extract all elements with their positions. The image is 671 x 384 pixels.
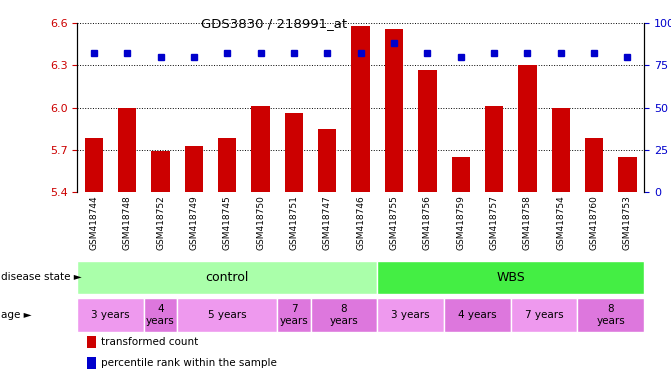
Text: 7
years: 7 years bbox=[280, 304, 309, 326]
Bar bbox=[485, 106, 503, 192]
Text: age ►: age ► bbox=[1, 310, 32, 320]
Text: GSM418749: GSM418749 bbox=[189, 195, 199, 250]
Text: 4 years: 4 years bbox=[458, 310, 497, 320]
Bar bbox=[377, 298, 444, 332]
Text: disease state ►: disease state ► bbox=[1, 272, 82, 282]
Text: GSM418750: GSM418750 bbox=[256, 195, 265, 250]
Bar bbox=[518, 65, 537, 192]
Bar bbox=[377, 261, 644, 294]
Text: 7 years: 7 years bbox=[525, 310, 564, 320]
Text: GSM418756: GSM418756 bbox=[423, 195, 432, 250]
Bar bbox=[277, 298, 311, 332]
Bar bbox=[352, 26, 370, 192]
Bar bbox=[385, 29, 403, 192]
Text: 3 years: 3 years bbox=[391, 310, 430, 320]
Bar bbox=[77, 261, 377, 294]
Bar bbox=[578, 298, 644, 332]
Text: GSM418758: GSM418758 bbox=[523, 195, 532, 250]
Bar bbox=[311, 298, 377, 332]
Bar bbox=[552, 108, 570, 192]
Bar bbox=[252, 106, 270, 192]
Bar bbox=[144, 298, 177, 332]
Text: transformed count: transformed count bbox=[101, 337, 198, 347]
Bar bbox=[185, 146, 203, 192]
Text: 8
years: 8 years bbox=[329, 304, 358, 326]
Text: WBS: WBS bbox=[497, 271, 525, 284]
Text: GSM418747: GSM418747 bbox=[323, 195, 332, 250]
Text: GSM418751: GSM418751 bbox=[289, 195, 299, 250]
Bar bbox=[77, 298, 144, 332]
Text: GSM418755: GSM418755 bbox=[389, 195, 399, 250]
Bar bbox=[585, 139, 603, 192]
Bar bbox=[511, 298, 578, 332]
Text: GSM418753: GSM418753 bbox=[623, 195, 632, 250]
Text: GSM418760: GSM418760 bbox=[590, 195, 599, 250]
Text: GSM418757: GSM418757 bbox=[490, 195, 499, 250]
Bar bbox=[618, 157, 637, 192]
Text: percentile rank within the sample: percentile rank within the sample bbox=[101, 358, 276, 368]
Bar bbox=[418, 70, 437, 192]
Bar bbox=[177, 298, 277, 332]
Bar bbox=[452, 157, 470, 192]
Text: GDS3830 / 218991_at: GDS3830 / 218991_at bbox=[201, 17, 348, 30]
Bar bbox=[218, 139, 236, 192]
Text: GSM418759: GSM418759 bbox=[456, 195, 465, 250]
Text: GSM418745: GSM418745 bbox=[223, 195, 231, 250]
Bar bbox=[285, 113, 303, 192]
Text: GSM418752: GSM418752 bbox=[156, 195, 165, 250]
Text: 5 years: 5 years bbox=[208, 310, 246, 320]
Text: GSM418748: GSM418748 bbox=[123, 195, 132, 250]
Text: GSM418744: GSM418744 bbox=[89, 195, 99, 250]
Text: 3 years: 3 years bbox=[91, 310, 130, 320]
Bar bbox=[118, 108, 136, 192]
Text: control: control bbox=[205, 271, 249, 284]
Text: 4
years: 4 years bbox=[146, 304, 175, 326]
Bar bbox=[152, 151, 170, 192]
Text: GSM418746: GSM418746 bbox=[356, 195, 365, 250]
Text: 8
years: 8 years bbox=[597, 304, 625, 326]
Bar bbox=[444, 298, 511, 332]
Bar bbox=[318, 129, 336, 192]
Text: GSM418754: GSM418754 bbox=[556, 195, 565, 250]
Bar bbox=[85, 139, 103, 192]
